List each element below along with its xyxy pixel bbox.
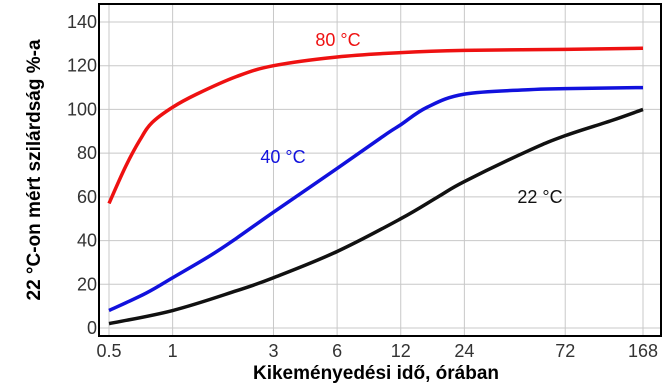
- x-tick-label: 12: [391, 341, 411, 361]
- y-tick-label: 0: [87, 318, 97, 338]
- y-tick-label: 80: [77, 143, 97, 163]
- x-axis-title: Kikeményedési idő, órában: [253, 363, 499, 384]
- x-tick-label: 6: [332, 341, 342, 361]
- y-tick-label: 120: [67, 56, 97, 76]
- y-tick-labels: 0 20 40 60 80 100 120 140: [67, 12, 97, 338]
- series-40c-line: [108, 85, 644, 313]
- x-tick-labels: 0.5 1 3 6 12 24 72 168: [96, 341, 658, 361]
- y-tick-label: 60: [77, 187, 97, 207]
- series-80c-label: 80 °C: [315, 30, 360, 50]
- series-labels: 80 °C 40 °C 22 °C: [260, 30, 562, 207]
- series-22c-line: [108, 107, 644, 326]
- series-22c-label: 22 °C: [517, 187, 562, 207]
- x-tick-label: 72: [555, 341, 575, 361]
- series-40c-label: 40 °C: [260, 147, 305, 167]
- y-tick-label: 40: [77, 231, 97, 251]
- x-tick-label: 1: [168, 341, 178, 361]
- y-tick-label: 140: [67, 12, 97, 32]
- series-lines: [107, 46, 644, 326]
- y-tick-label: 100: [67, 99, 97, 119]
- x-tick-label: 3: [268, 341, 278, 361]
- y-tick-label: 20: [77, 274, 97, 294]
- plot-frame: [98, 3, 662, 337]
- series-80c-line: [107, 46, 644, 205]
- x-tick-label: 24: [454, 341, 474, 361]
- grid: [99, 4, 661, 336]
- y-axis-title: 22 °C-on mért szilárdság %-a: [24, 39, 45, 300]
- x-tick-label: 168: [628, 341, 658, 361]
- x-tick-label: 0.5: [96, 341, 121, 361]
